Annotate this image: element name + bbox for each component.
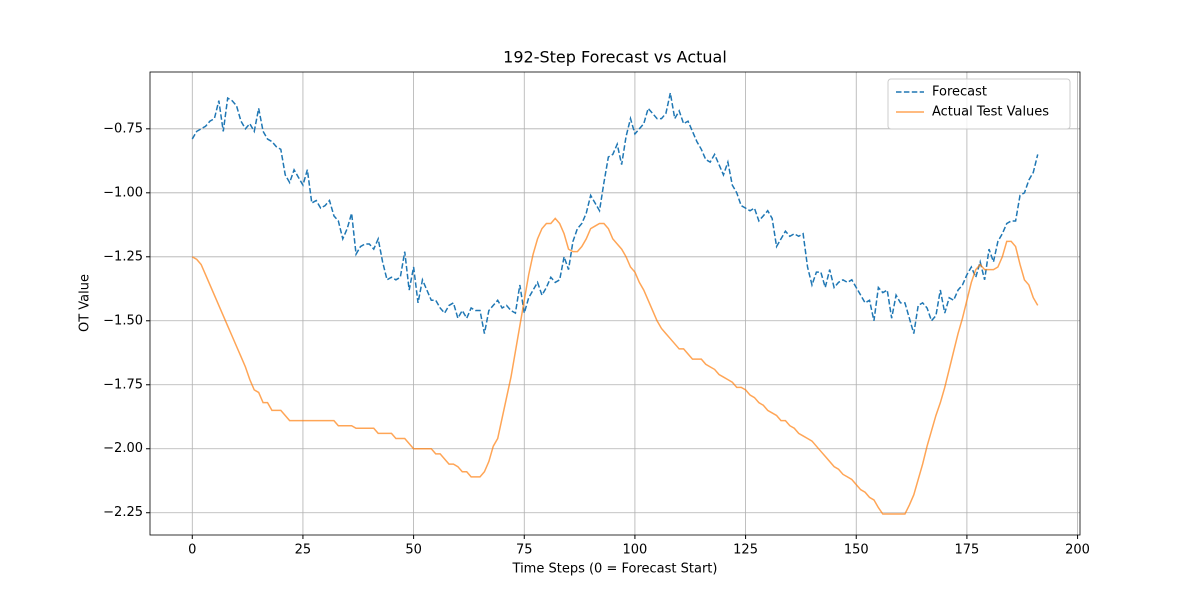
x-tick-label: 75 xyxy=(516,543,533,558)
y-axis-label: OT Value xyxy=(78,274,93,332)
legend-label: Forecast xyxy=(932,85,987,100)
x-tick-label: 100 xyxy=(623,543,648,558)
chart-title: 192-Step Forecast vs Actual xyxy=(503,48,727,67)
x-tick-label: 125 xyxy=(733,543,758,558)
series-line xyxy=(191,92,1039,334)
y-tick-label: −2.00 xyxy=(103,441,143,456)
y-tick-label: −1.50 xyxy=(103,313,143,328)
y-tick-label: −2.25 xyxy=(103,505,143,520)
series-line xyxy=(191,217,1039,515)
y-tick-label: −1.75 xyxy=(103,377,143,392)
x-tick-label: 25 xyxy=(295,543,312,558)
plot-frame xyxy=(149,71,1081,536)
x-tick-label: 0 xyxy=(188,543,196,558)
legend-label: Actual Test Values xyxy=(932,105,1049,120)
x-axis-label: Time Steps (0 = Forecast Start) xyxy=(512,562,718,577)
legend-box xyxy=(887,78,1071,130)
x-tick-label: 175 xyxy=(954,543,979,558)
x-tick-label: 150 xyxy=(844,543,869,558)
x-tick-label: 200 xyxy=(1065,543,1090,558)
y-tick-label: −0.75 xyxy=(103,121,143,136)
x-tick-label: 50 xyxy=(405,543,422,558)
y-tick-label: −1.00 xyxy=(103,185,143,200)
y-tick-label: −1.25 xyxy=(103,249,143,264)
